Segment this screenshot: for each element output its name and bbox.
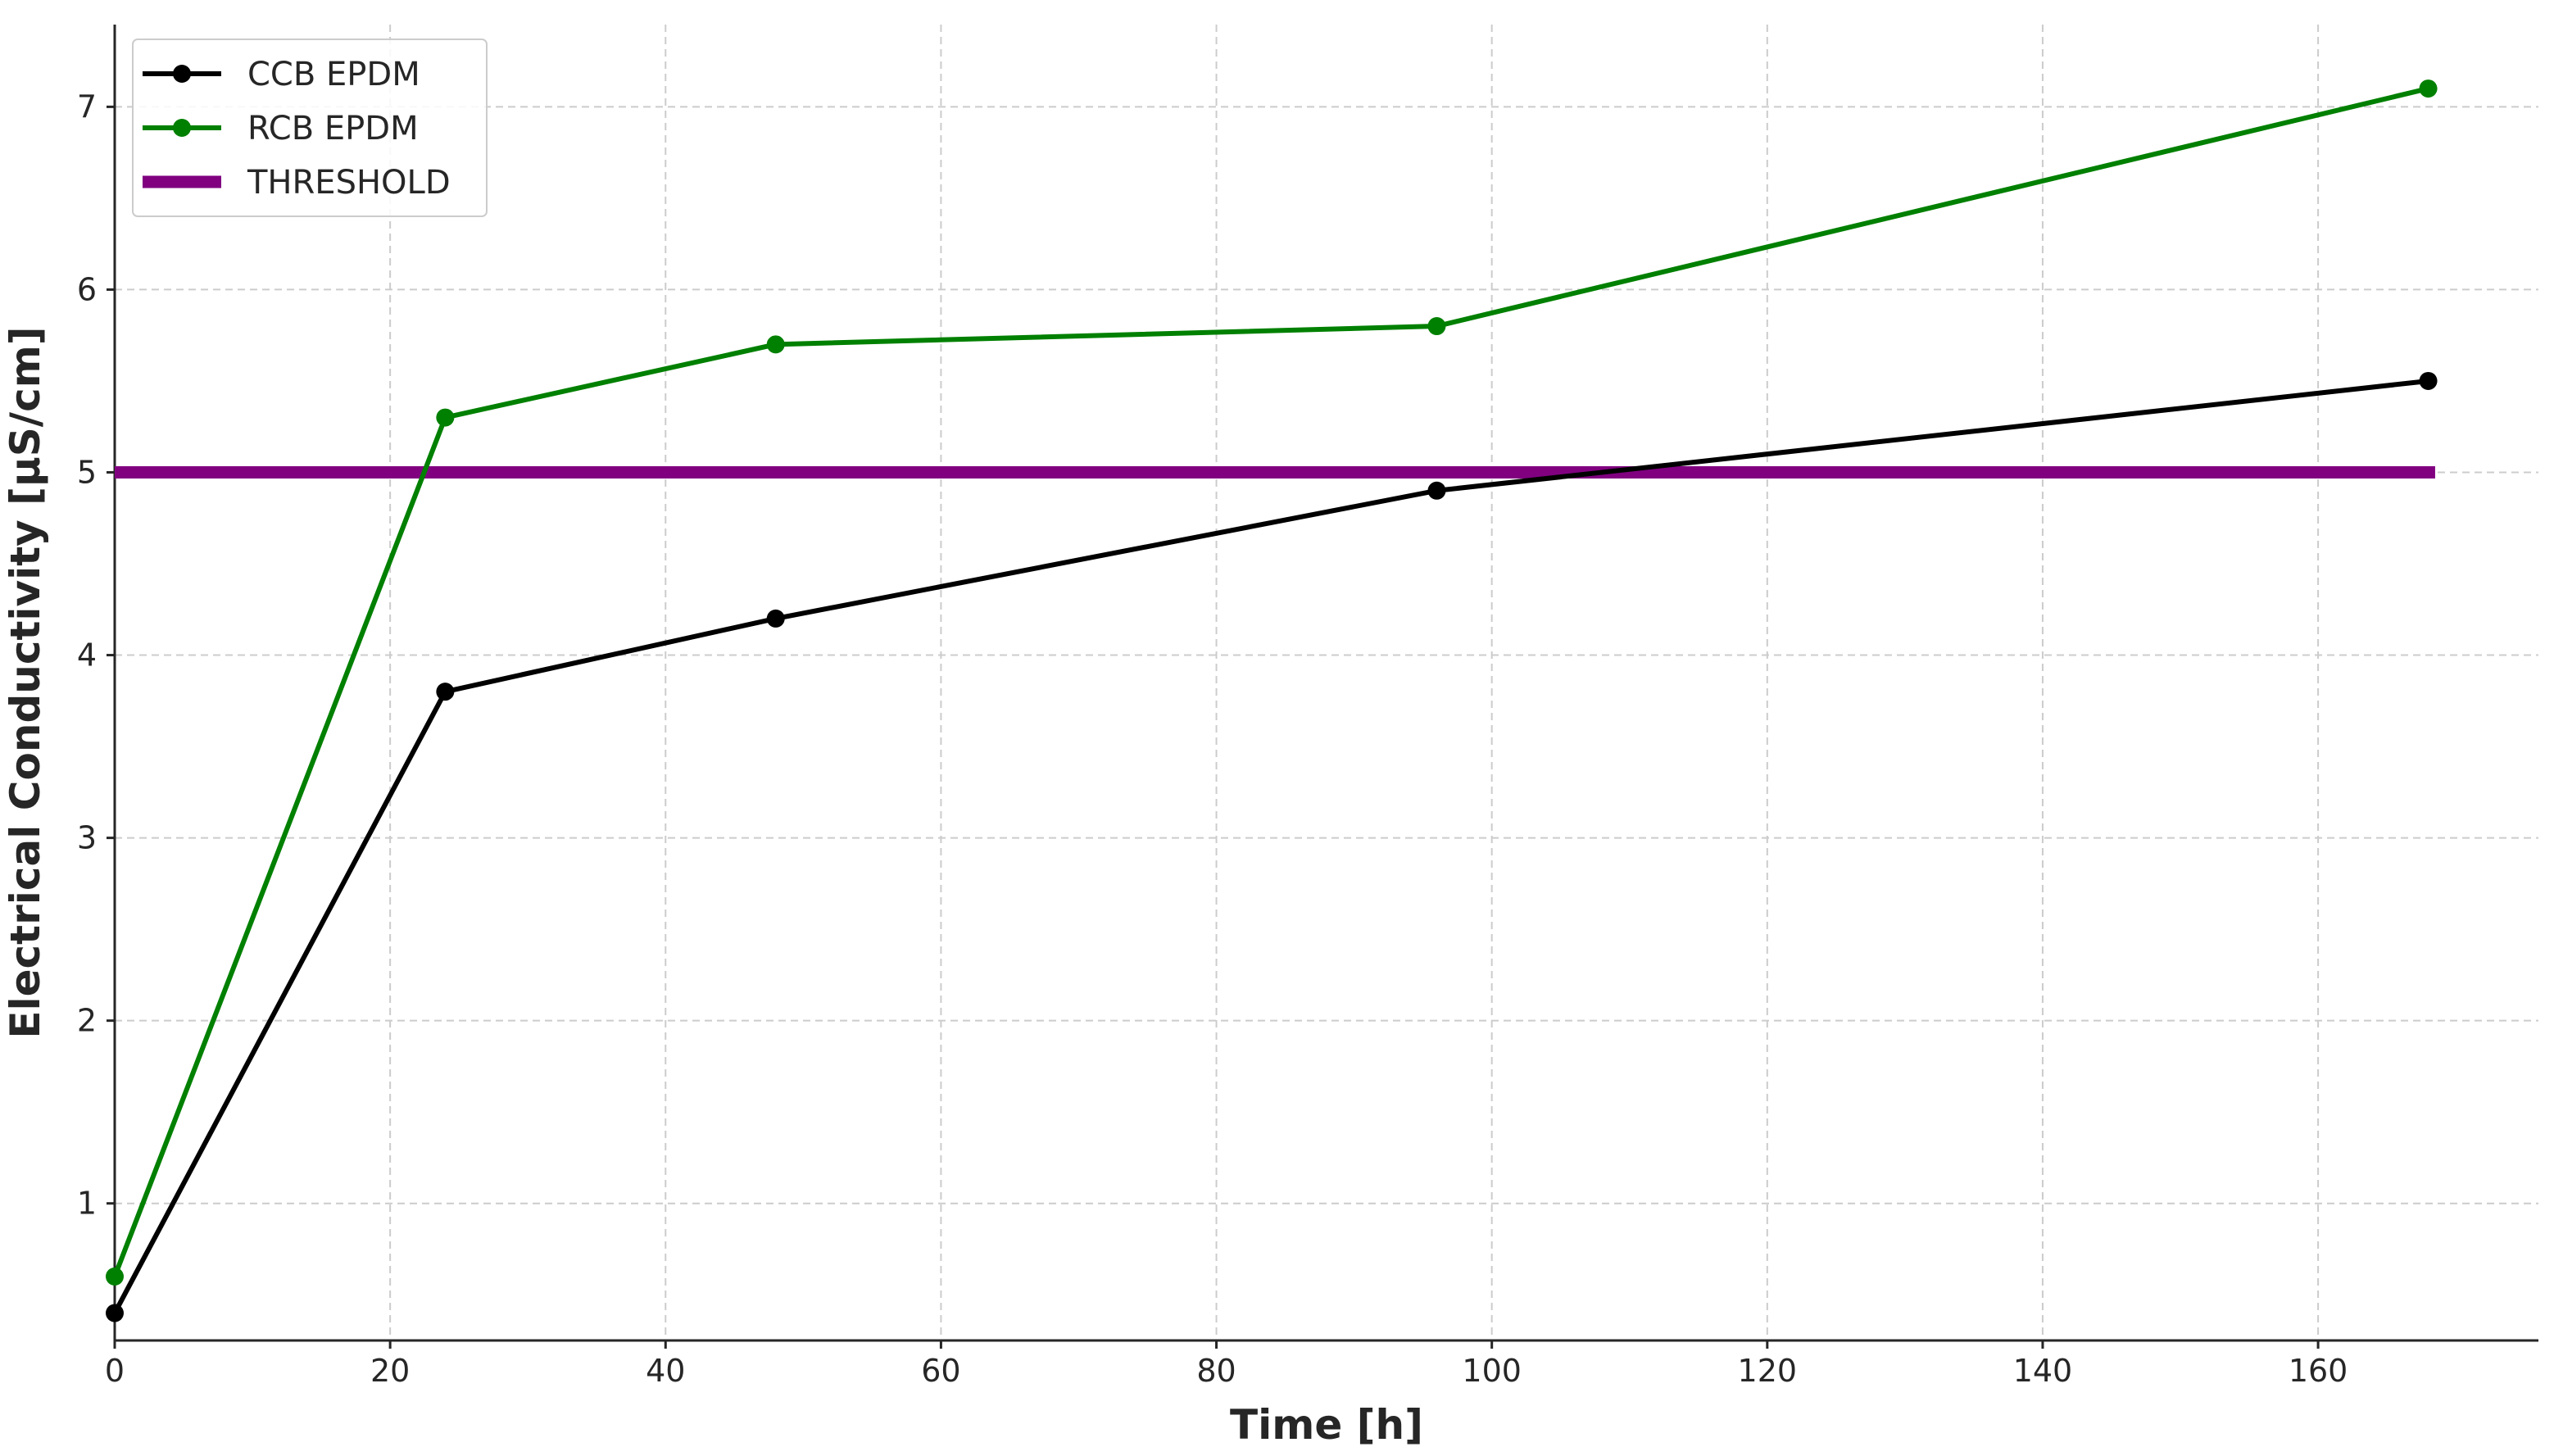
legend: CCB EPDM RCB EPDM THRESHOLD — [132, 39, 488, 217]
legend-box — [132, 39, 488, 217]
y-axis-ticks: 1 2 3 4 5 6 7 — [77, 88, 115, 1222]
x-tick-label: 0 — [105, 1353, 125, 1389]
y-tick-label: 7 — [77, 88, 97, 125]
y-tick-label: 2 — [77, 1003, 97, 1039]
data-point — [106, 1304, 124, 1322]
series-line — [112, 378, 2429, 1314]
data-point — [2419, 371, 2438, 390]
y-axis-title: Electrical Conductivity [µS/cm] — [2, 326, 49, 1038]
x-axis-title: Time [h] — [1230, 1401, 1423, 1449]
x-tick-label: 40 — [646, 1353, 685, 1389]
y-tick-label: 5 — [77, 454, 97, 490]
x-tick-label: 140 — [2013, 1353, 2073, 1389]
x-tick-label: 60 — [921, 1353, 960, 1389]
series-line — [112, 86, 2429, 1278]
x-tick-label: 160 — [2289, 1353, 2348, 1389]
axes-spines — [113, 25, 2538, 1342]
legend-item: CCB EPDM — [143, 56, 420, 93]
legend-label: CCB EPDM — [247, 56, 420, 93]
y-tick-label: 3 — [77, 820, 97, 856]
data-point — [1427, 481, 1446, 500]
series-rcb-epdm — [106, 79, 2438, 1286]
x-tick-label: 20 — [370, 1353, 410, 1389]
legend-label: RCB EPDM — [247, 110, 419, 147]
x-tick-label: 80 — [1196, 1353, 1236, 1389]
y-tick-label: 6 — [77, 271, 97, 307]
legend-marker — [173, 119, 191, 137]
data-point — [1427, 317, 1446, 336]
data-point — [766, 609, 785, 628]
data-point — [106, 1267, 124, 1286]
data-point — [436, 408, 455, 427]
x-tick-label: 120 — [1738, 1353, 1798, 1389]
data-point — [766, 335, 785, 354]
y-tick-label: 1 — [77, 1186, 97, 1222]
data-point — [436, 683, 455, 701]
legend-item: THRESHOLD — [143, 164, 451, 202]
series-lines — [106, 79, 2438, 1322]
legend-item: RCB EPDM — [143, 110, 419, 147]
legend-label: THRESHOLD — [247, 164, 451, 202]
series-ccb-epdm — [106, 371, 2438, 1322]
legend-marker — [173, 65, 191, 83]
x-axis-ticks: 0 20 40 60 80 100 120 140 160 — [105, 1340, 2348, 1389]
y-tick-label: 4 — [77, 637, 97, 674]
data-point — [2419, 79, 2438, 98]
x-tick-label: 100 — [1462, 1353, 1522, 1389]
